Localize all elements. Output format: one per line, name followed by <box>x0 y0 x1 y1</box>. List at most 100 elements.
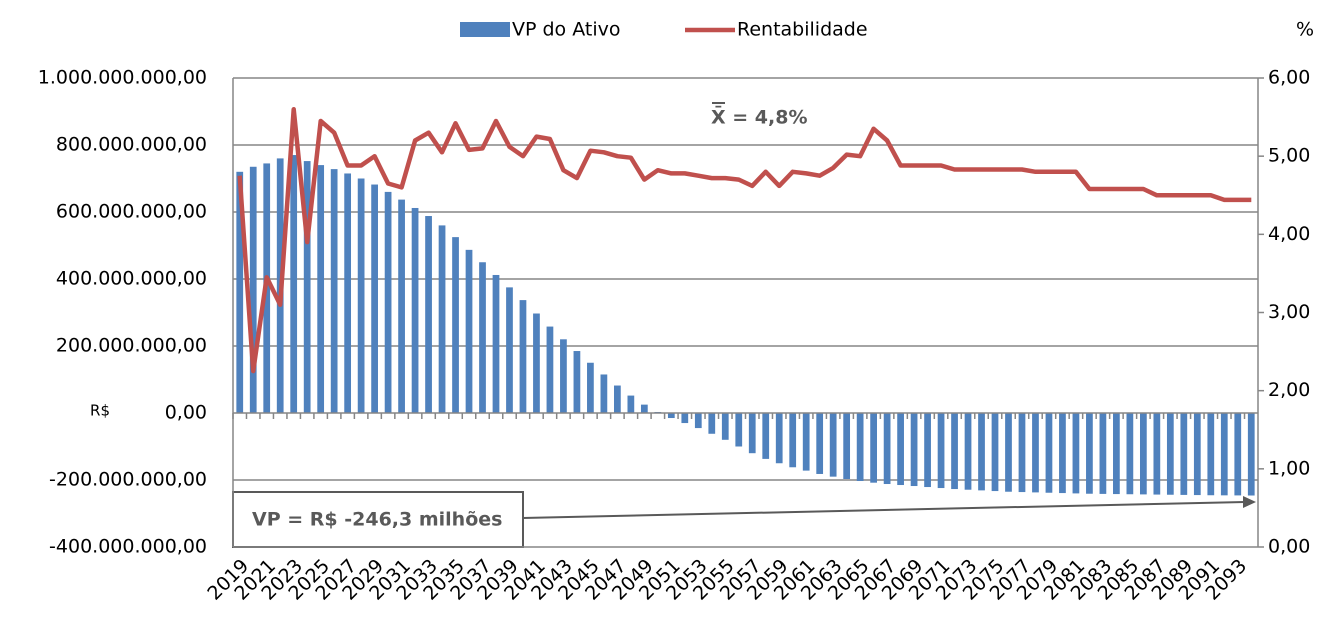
bar <box>897 413 904 486</box>
y2-tick-label: 6,00 <box>1268 67 1310 89</box>
vp-annotation: VP = R$ -246,3 milhões <box>252 509 502 531</box>
bar <box>775 413 783 464</box>
bar <box>1180 413 1188 495</box>
y-axis-label: R$ <box>90 402 110 420</box>
bar <box>708 413 716 434</box>
bar <box>627 395 635 413</box>
bar <box>573 351 581 413</box>
bar <box>937 413 945 489</box>
bar <box>883 413 891 485</box>
y2-tick-label: 5,00 <box>1268 145 1310 167</box>
bar <box>425 216 432 413</box>
bar <box>640 404 648 413</box>
bar <box>1032 413 1039 493</box>
y-tick-label: -200.000.000,00 <box>49 469 207 491</box>
bar <box>303 161 311 413</box>
line <box>237 107 1252 374</box>
bar <box>614 385 621 413</box>
bar <box>978 413 985 491</box>
legend-swatch <box>460 22 510 37</box>
bar <box>1059 413 1066 494</box>
bar <box>1126 413 1134 495</box>
bar <box>317 165 325 413</box>
bar <box>533 313 540 413</box>
bar <box>1005 413 1012 492</box>
bar <box>1207 413 1215 496</box>
bar <box>1166 413 1174 495</box>
bar <box>694 413 702 429</box>
bar <box>789 413 797 468</box>
y-tick-label: -400.000.000,00 <box>49 536 207 558</box>
bar <box>1153 413 1161 495</box>
legend-label: Rentabilidade <box>737 19 868 41</box>
y2-tick-label: 4,00 <box>1268 223 1310 245</box>
bar <box>856 413 864 482</box>
bar <box>964 413 972 490</box>
y2-tick-label: 1,00 <box>1268 457 1310 479</box>
bar <box>802 413 810 471</box>
bar <box>560 339 567 413</box>
bar <box>735 413 743 447</box>
bar <box>587 362 594 413</box>
bar <box>506 287 513 413</box>
y-tick-label: 600.000.000,00 <box>56 201 207 223</box>
bar <box>546 326 554 413</box>
bar <box>438 225 446 413</box>
bar <box>829 413 837 477</box>
annotation-box <box>232 491 524 548</box>
y2-tick-label: 2,00 <box>1268 379 1310 401</box>
y-tick-label: 400.000.000,00 <box>56 268 207 290</box>
bar <box>330 169 338 413</box>
bar <box>1045 413 1053 493</box>
bar <box>951 413 958 490</box>
bar <box>600 374 608 413</box>
bar <box>465 249 473 413</box>
y-tick-label: 800.000.000,00 <box>56 134 207 156</box>
bar <box>870 413 877 483</box>
bar <box>667 413 675 419</box>
bar <box>748 413 756 454</box>
bar <box>371 184 378 413</box>
bar <box>344 173 352 413</box>
y-tick-label: 200.000.000,00 <box>56 335 207 357</box>
bar <box>290 155 298 414</box>
bar <box>384 191 392 413</box>
bar <box>991 413 999 492</box>
bar <box>398 199 405 413</box>
bar <box>1072 413 1080 494</box>
arrow-line <box>522 501 1246 519</box>
bar <box>1139 413 1147 495</box>
bar <box>519 300 527 413</box>
bar <box>492 274 500 413</box>
bar <box>452 237 459 413</box>
bar <box>816 413 824 474</box>
bar <box>236 171 244 413</box>
bar <box>479 262 486 413</box>
bar <box>924 413 931 488</box>
legend-label: VP do Ativo <box>512 19 620 41</box>
mean-annotation: X̄ = 4,8% <box>711 105 808 128</box>
bar <box>1220 413 1228 496</box>
bar <box>1099 413 1107 494</box>
bar <box>762 413 770 459</box>
bar <box>357 178 365 413</box>
arrow-head <box>1243 496 1256 508</box>
y2-tick-label: 3,00 <box>1268 301 1310 323</box>
bar <box>1018 413 1026 493</box>
bar <box>681 413 689 424</box>
y-tick-label: 0,00 <box>165 402 207 424</box>
bar <box>843 413 851 479</box>
y2-tick-label: 0,00 <box>1268 536 1310 558</box>
y-tick-label: 1.000.000.000,00 <box>38 67 207 89</box>
bar <box>1086 413 1093 494</box>
y2-axis-label: % <box>1296 19 1314 41</box>
bar <box>1193 413 1201 496</box>
bar <box>1247 413 1255 496</box>
bar <box>1113 413 1120 495</box>
bar <box>411 207 419 413</box>
bar <box>910 413 918 487</box>
bar <box>1234 413 1242 496</box>
bar <box>249 166 257 413</box>
bar <box>721 413 729 440</box>
